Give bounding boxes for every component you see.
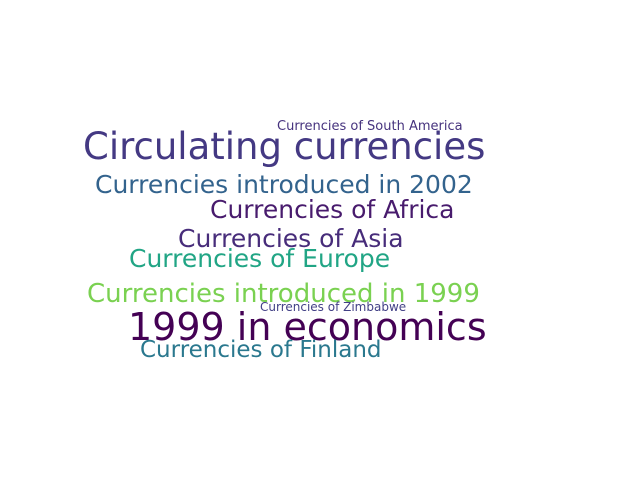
word-1999-in-economics: 1999 in economics <box>128 305 487 349</box>
word-currencies-of-africa: Currencies of Africa <box>210 195 455 224</box>
word-currencies-introduced-in-2002: Currencies introduced in 2002 <box>95 170 473 199</box>
word-currencies-introduced-in-1999: Currencies introduced in 1999 <box>87 279 480 309</box>
word-currencies-of-zimbabwe: Currencies of Zimbabwe <box>260 300 407 314</box>
word-currencies-of-europe: Currencies of Europe <box>129 244 391 273</box>
word-circulating-currencies: Circulating currencies <box>83 125 486 168</box>
word-currencies-of-finland: Currencies of Finland <box>140 337 382 363</box>
word-currencies-of-asia: Currencies of Asia <box>178 224 404 253</box>
word-currencies-of-south-america: Currencies of South America <box>277 119 463 134</box>
